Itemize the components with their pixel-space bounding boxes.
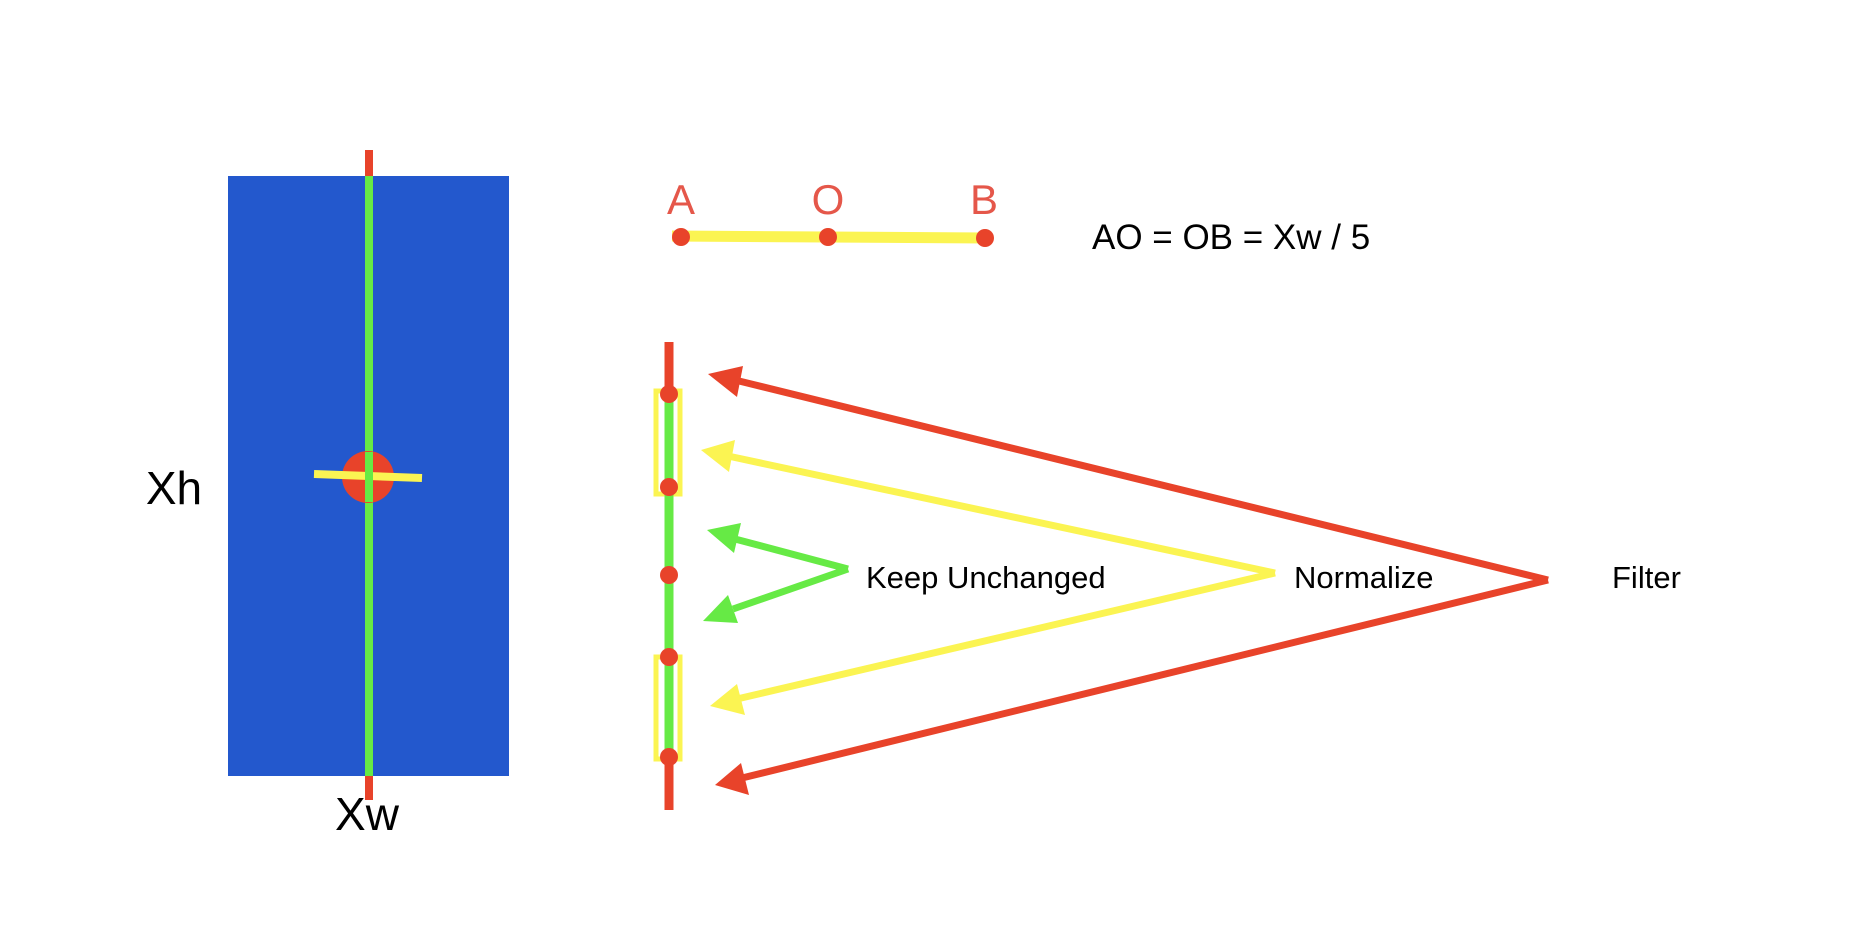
- normalize-arrow-top: [727, 452, 1276, 577]
- filter-arrowhead-bottom: [715, 763, 749, 795]
- height-label: Xh: [146, 462, 202, 514]
- filter-arrowhead-top: [708, 366, 743, 397]
- keep-arrowhead-top: [707, 523, 741, 553]
- filter-arrow-top: [734, 376, 1549, 584]
- profile-dot-4: [660, 648, 678, 666]
- filter-arrow-bottom: [741, 576, 1549, 782]
- point-b-dot: [976, 229, 994, 247]
- point-a-dot: [672, 228, 690, 246]
- profile-dot-1: [660, 385, 678, 403]
- normalize-arrowhead-top: [701, 440, 735, 472]
- profile-dot-5: [660, 748, 678, 766]
- point-o-dot: [819, 228, 837, 246]
- keep-arrow-bottom: [731, 565, 850, 613]
- normalize-arrow-bottom: [736, 569, 1276, 703]
- point-o-label: O: [812, 176, 845, 223]
- normalize-label: Normalize: [1294, 560, 1434, 595]
- filter-label: Filter: [1612, 560, 1681, 595]
- profile-dot-2: [660, 478, 678, 496]
- keep-arrowhead-bottom: [703, 595, 738, 623]
- point-a-label: A: [667, 176, 695, 223]
- point-b-label: B: [970, 176, 998, 223]
- keep-unchanged-label: Keep Unchanged: [866, 560, 1106, 595]
- profile-dot-3: [660, 566, 678, 584]
- keep-arrow-top: [734, 535, 849, 573]
- width-label: Xw: [335, 788, 400, 840]
- normalize-arrowhead-bottom: [710, 684, 745, 715]
- equation-label: AO = OB = Xw / 5: [1092, 218, 1370, 257]
